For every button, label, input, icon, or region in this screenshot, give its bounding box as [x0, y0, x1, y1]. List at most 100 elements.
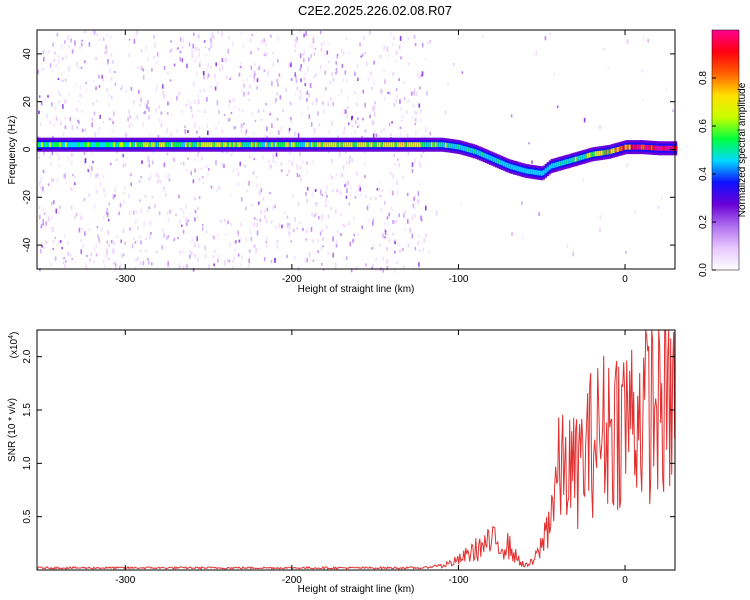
spectrogram-noise-cell: [268, 191, 271, 194]
colorbar-tick-label: 0.8: [698, 71, 709, 85]
spectrogram-noise-cell: [164, 193, 167, 198]
spectrogram-noise-cell: [263, 53, 266, 57]
spectrogram-noise-cell: [286, 215, 289, 219]
spectrogram-noise-cell: [278, 223, 281, 229]
spectrogram-noise-cell: [215, 126, 217, 130]
spectrogram-noise-cell: [398, 162, 400, 168]
spectrogram-noise-cell: [88, 192, 90, 196]
ridge-core-cell: [238, 142, 242, 148]
spectrogram-noise-cell: [48, 218, 51, 223]
ridge-core-cell: [564, 159, 568, 165]
spectrogram-noise-cell: [317, 111, 319, 116]
spectrogram-noise-cell: [350, 186, 352, 190]
spectrogram-noise-cell: [429, 40, 431, 43]
spectrogram-noise-cell: [286, 254, 288, 259]
spectrogram-noise-cell: [417, 241, 419, 246]
spectrogram-noise-cell: [128, 53, 130, 58]
spectrogram-noise-cell: [209, 38, 212, 42]
spectrogram-noise-cell: [163, 233, 165, 238]
spectrogram-noise-cell: [346, 115, 348, 119]
ridge-core-cell: [356, 142, 360, 148]
spectrogram-noise-cell: [249, 74, 252, 77]
ridge-core-cell: [284, 142, 288, 148]
ridge-core-cell: [620, 145, 624, 151]
spectrogram-noise-cell: [319, 231, 322, 236]
spectrogram-noise-cell: [626, 38, 628, 44]
spectrogram-noise-cell: [39, 226, 42, 230]
spectrogram-noise-cell: [416, 73, 419, 77]
spectrogram-noise-cell: [88, 193, 91, 198]
ridge-core-cell: [616, 147, 620, 152]
spectrogram-noise-cell: [251, 222, 254, 226]
spectrogram-noise-cell: [247, 91, 250, 95]
colorbar-tick-label: 0.2: [698, 215, 709, 229]
spectrogram-noise-cell: [329, 96, 332, 102]
spectrogram-noise-cell: [353, 233, 356, 237]
ridge-core-cell: [396, 142, 400, 148]
spectrogram-noise-cell: [118, 211, 120, 216]
spectrogram-noise-cell: [178, 194, 180, 199]
spectrogram-noise-cell: [343, 224, 346, 228]
spectrogram-noise-cell: [175, 213, 177, 216]
spectrogram-noise-cell: [128, 109, 130, 114]
spectrogram-noise-cell: [107, 257, 110, 260]
ridge-core-cell: [184, 142, 188, 148]
spectrogram-noise-cell: [394, 72, 396, 75]
ridge-core-cell: [244, 142, 248, 148]
spectrogram-noise-cell: [114, 194, 116, 198]
ridge-core-cell: [334, 142, 338, 148]
spectrogram-noise-cell: [199, 90, 202, 93]
spectrogram-noise-cell: [410, 91, 413, 96]
ridge-core-cell: [640, 144, 644, 150]
spectrogram-noise-cell: [583, 117, 586, 123]
spectrogram-noise-cell: [162, 91, 165, 95]
spectrogram-noise-cell: [167, 263, 169, 268]
ridge-core-cell: [394, 142, 398, 148]
ridge-core-cell: [660, 145, 664, 151]
ridge-core-cell: [326, 142, 330, 148]
spectrogram-noise-cell: [305, 31, 307, 36]
spectrogram-noise-cell: [386, 247, 388, 252]
ridge-core-cell: [274, 142, 278, 148]
ridge-core-cell: [378, 142, 382, 148]
spectrogram-noise-cell: [97, 130, 100, 135]
spectrogram-noise-cell: [192, 43, 195, 49]
spectrogram-noise-cell: [364, 162, 366, 166]
spectrogram-noise-cell: [206, 77, 208, 80]
spectrogram-noise-cell: [168, 178, 171, 182]
spectrogram-noise-cell: [335, 67, 338, 73]
spectrogram-noise-cell: [74, 43, 76, 47]
spectrogram-noise-cell: [403, 228, 406, 231]
spectrogram-noise-cell: [370, 196, 372, 200]
spectrogram-noise-cell: [175, 129, 178, 134]
spectrogram-noise-cell: [236, 167, 238, 171]
spectrogram-noise-cell: [347, 180, 350, 186]
spectrogram-noise-cell: [233, 97, 235, 102]
spectrogram-y-tick-label: 20: [22, 96, 33, 108]
spectrogram-noise-cell: [428, 251, 430, 254]
ridge-core-cell: [95, 142, 98, 148]
ridge-core-cell: [408, 142, 412, 148]
ridge-core-cell: [470, 148, 474, 154]
spectrogram-noise-cell: [143, 222, 145, 227]
spectrogram-noise-cell: [418, 76, 420, 79]
spectrogram-noise-cell: [326, 50, 329, 55]
spectrogram-y-tick-label: 0: [22, 146, 33, 152]
spectrogram-noise-cell: [51, 69, 54, 72]
spectrogram-noise-cell: [365, 263, 367, 267]
spectrogram-noise-cell: [61, 72, 63, 76]
spectrogram-noise-cell: [68, 93, 70, 97]
ridge-core-cell: [340, 142, 344, 148]
spectrogram-noise-cell: [237, 171, 240, 177]
spectrogram-noise-cell: [233, 126, 235, 130]
ridge-core-cell: [444, 142, 448, 148]
spectrogram-noise-cell: [268, 159, 270, 163]
spectrogram-noise-cell: [121, 254, 123, 259]
spectrogram-noise-cell: [394, 163, 397, 166]
spectrogram-noise-cell: [145, 249, 147, 253]
spectrogram-noise-cell: [203, 88, 205, 92]
spectrogram-noise-cell: [194, 209, 197, 214]
spectrogram-noise-cell: [138, 92, 141, 96]
ridge-core-cell: [404, 142, 408, 148]
spectrogram-noise-cell: [182, 161, 185, 166]
